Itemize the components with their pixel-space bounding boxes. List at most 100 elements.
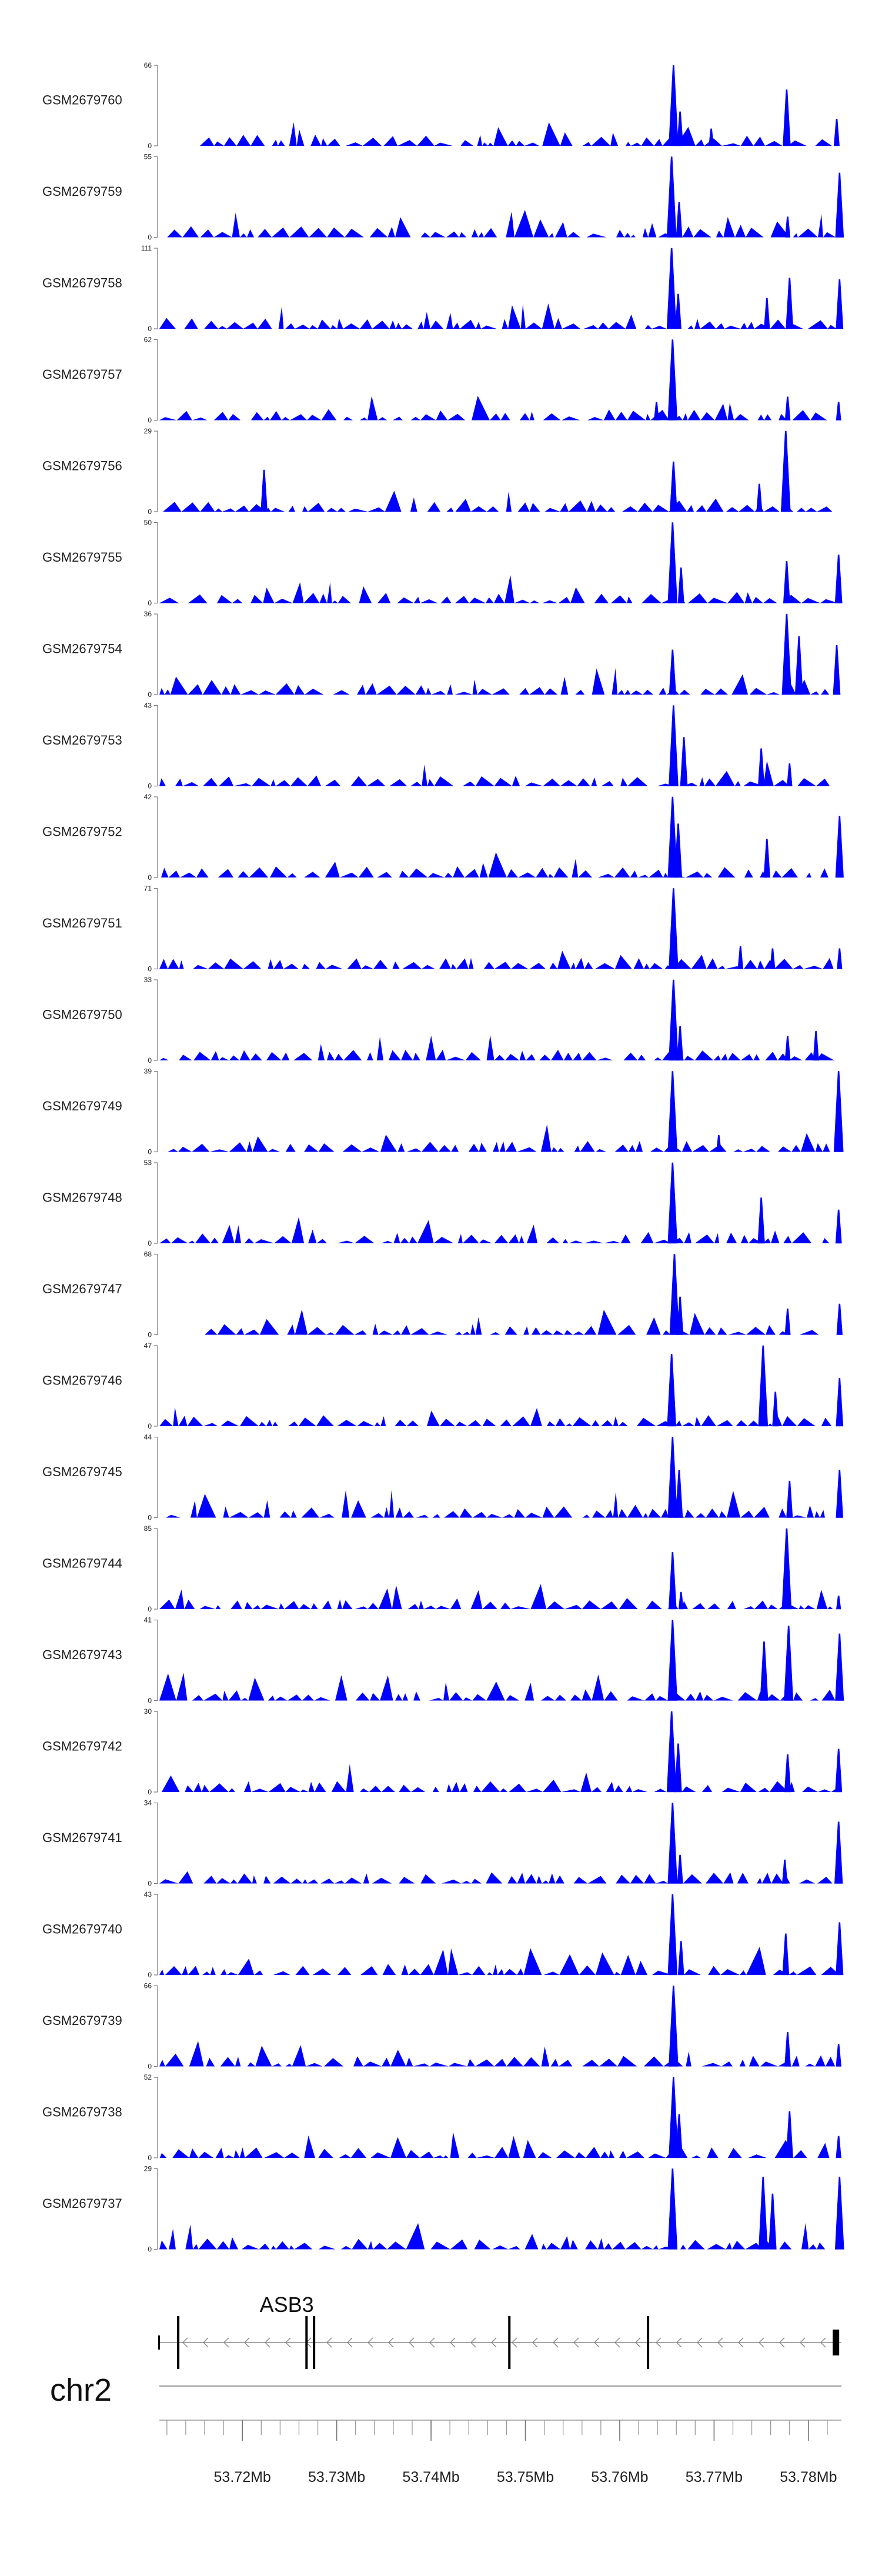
track-GSM2679752: GSM2679752 42 0 [42,793,844,882]
coverage-peak [837,948,843,969]
coverage-peak [784,396,791,421]
coverage-peak [667,522,678,603]
track-label: GSM2679747 [42,1282,122,1296]
y-max-label: 33 [144,976,152,984]
track-label: GSM2679739 [42,2013,122,2028]
strand-arrow-icon [717,2337,723,2348]
y-min-label: 0 [148,690,152,699]
coverage-area [159,1764,841,1792]
coverage-peak [669,1254,680,1335]
strand-arrow-icon [614,2337,620,2348]
track-label: GSM2679752 [42,825,122,839]
coverage-peak [781,1859,788,1884]
y-min-label: 0 [148,1971,152,1979]
strand-arrow-icon [759,2337,764,2348]
gene-exon [647,2316,650,2369]
coverage-peak [836,1470,844,1518]
strand-arrow-icon [512,2337,517,2348]
gene-exon [177,2316,180,2369]
y-min-label: 0 [148,1514,152,1522]
strand-arrow-icon [223,2337,229,2348]
coverage-peak [836,2044,841,2067]
coverage-peak [786,278,794,329]
y-max-label: 43 [144,702,152,710]
y-max-label: 68 [144,1250,152,1259]
coverage-peak [669,649,676,695]
coverage-peak [784,1308,791,1335]
coverage-peak [786,2111,793,2158]
coverage-peak [678,1591,684,1610]
coverage-peak [674,293,681,329]
gene-exon [833,2330,840,2355]
coverage-peak [786,1480,793,1518]
coverage-peak [737,946,744,969]
coverage-area [159,395,841,421]
coverage-area [159,668,841,695]
coverage-area [200,122,841,146]
track-label: GSM2679749 [42,1099,122,1113]
y-min-label: 0 [148,1605,152,1613]
coverage-peak [836,1922,844,1976]
coverage-peak [772,1392,779,1427]
coverage-peak [669,65,679,146]
coverage-peak [784,1626,794,1701]
coverage-peak [667,1894,678,1976]
y-max-label: 71 [144,885,152,893]
track-label: GSM2679738 [42,2105,122,2120]
y-max-label: 50 [144,519,152,527]
coverage-peak [760,1641,769,1701]
y-min-label: 0 [148,1788,152,1796]
coverage-peak [669,979,679,1061]
track-label: GSM2679744 [42,1556,122,1571]
y-min-label: 0 [148,599,152,608]
coverage-peak [669,705,679,786]
gene-label: ASB3 [260,2293,314,2317]
coverage-peak [677,1941,684,1976]
track-GSM2679750: GSM2679750 33 0 [42,976,841,1065]
y-min-label: 0 [148,1239,152,1247]
track-GSM2679739: GSM2679739 66 0 [42,1982,841,2071]
y-max-label: 66 [144,61,152,69]
y-max-label: 44 [144,1433,152,1442]
track-GSM2679738: GSM2679738 52 0 [42,2073,841,2162]
strand-arrow-icon [244,2337,250,2348]
strand-arrow-icon [347,2337,353,2348]
coverage-peak [677,567,684,603]
coverage-area [159,1035,841,1060]
coverage-peak [675,1470,683,1518]
coverage-peak [764,298,770,329]
coverage-peak [835,1749,843,1793]
y-max-label: 66 [144,1982,152,1990]
coverage-peak [669,1986,679,2067]
coverage-area [159,1407,841,1426]
coverage-area [205,1309,841,1335]
strand-arrow-icon [697,2337,703,2348]
strand-arrow-icon [470,2337,476,2348]
strand-arrow-icon [182,2337,188,2348]
y-max-label: 29 [144,427,152,435]
x-tick-label: 53.78Mb [780,2469,837,2485]
x-tick-label: 53.76Mb [591,2469,648,2485]
coverage-area [159,2041,841,2067]
track-label: GSM2679760 [42,93,122,108]
strand-arrow-icon [779,2337,785,2348]
coverage-peak [834,2177,844,2250]
coverage-area [159,1490,841,1518]
coverage-peak [666,1711,677,1793]
coverage-area [159,490,841,512]
strand-arrow-icon [553,2337,559,2348]
strand-arrow-icon [388,2337,394,2348]
track-GSM2679751: GSM2679751 71 0 [42,885,843,973]
coverage-peak [667,1354,677,1427]
coverage-area [159,303,841,329]
y-max-label: 47 [144,1342,152,1350]
x-tick-label: 53.75Mb [497,2469,554,2485]
track-GSM2679741: GSM2679741 34 0 [42,1799,843,1888]
coverage-peak [833,1071,844,1152]
coverage-peak [784,1036,791,1061]
coverage-peak [784,216,791,238]
coverage-peak [781,1528,792,1610]
track-label: GSM2679755 [42,550,122,565]
track-GSM2679760: GSM2679760 66 0 [42,61,841,150]
y-max-label: 85 [144,1524,152,1533]
